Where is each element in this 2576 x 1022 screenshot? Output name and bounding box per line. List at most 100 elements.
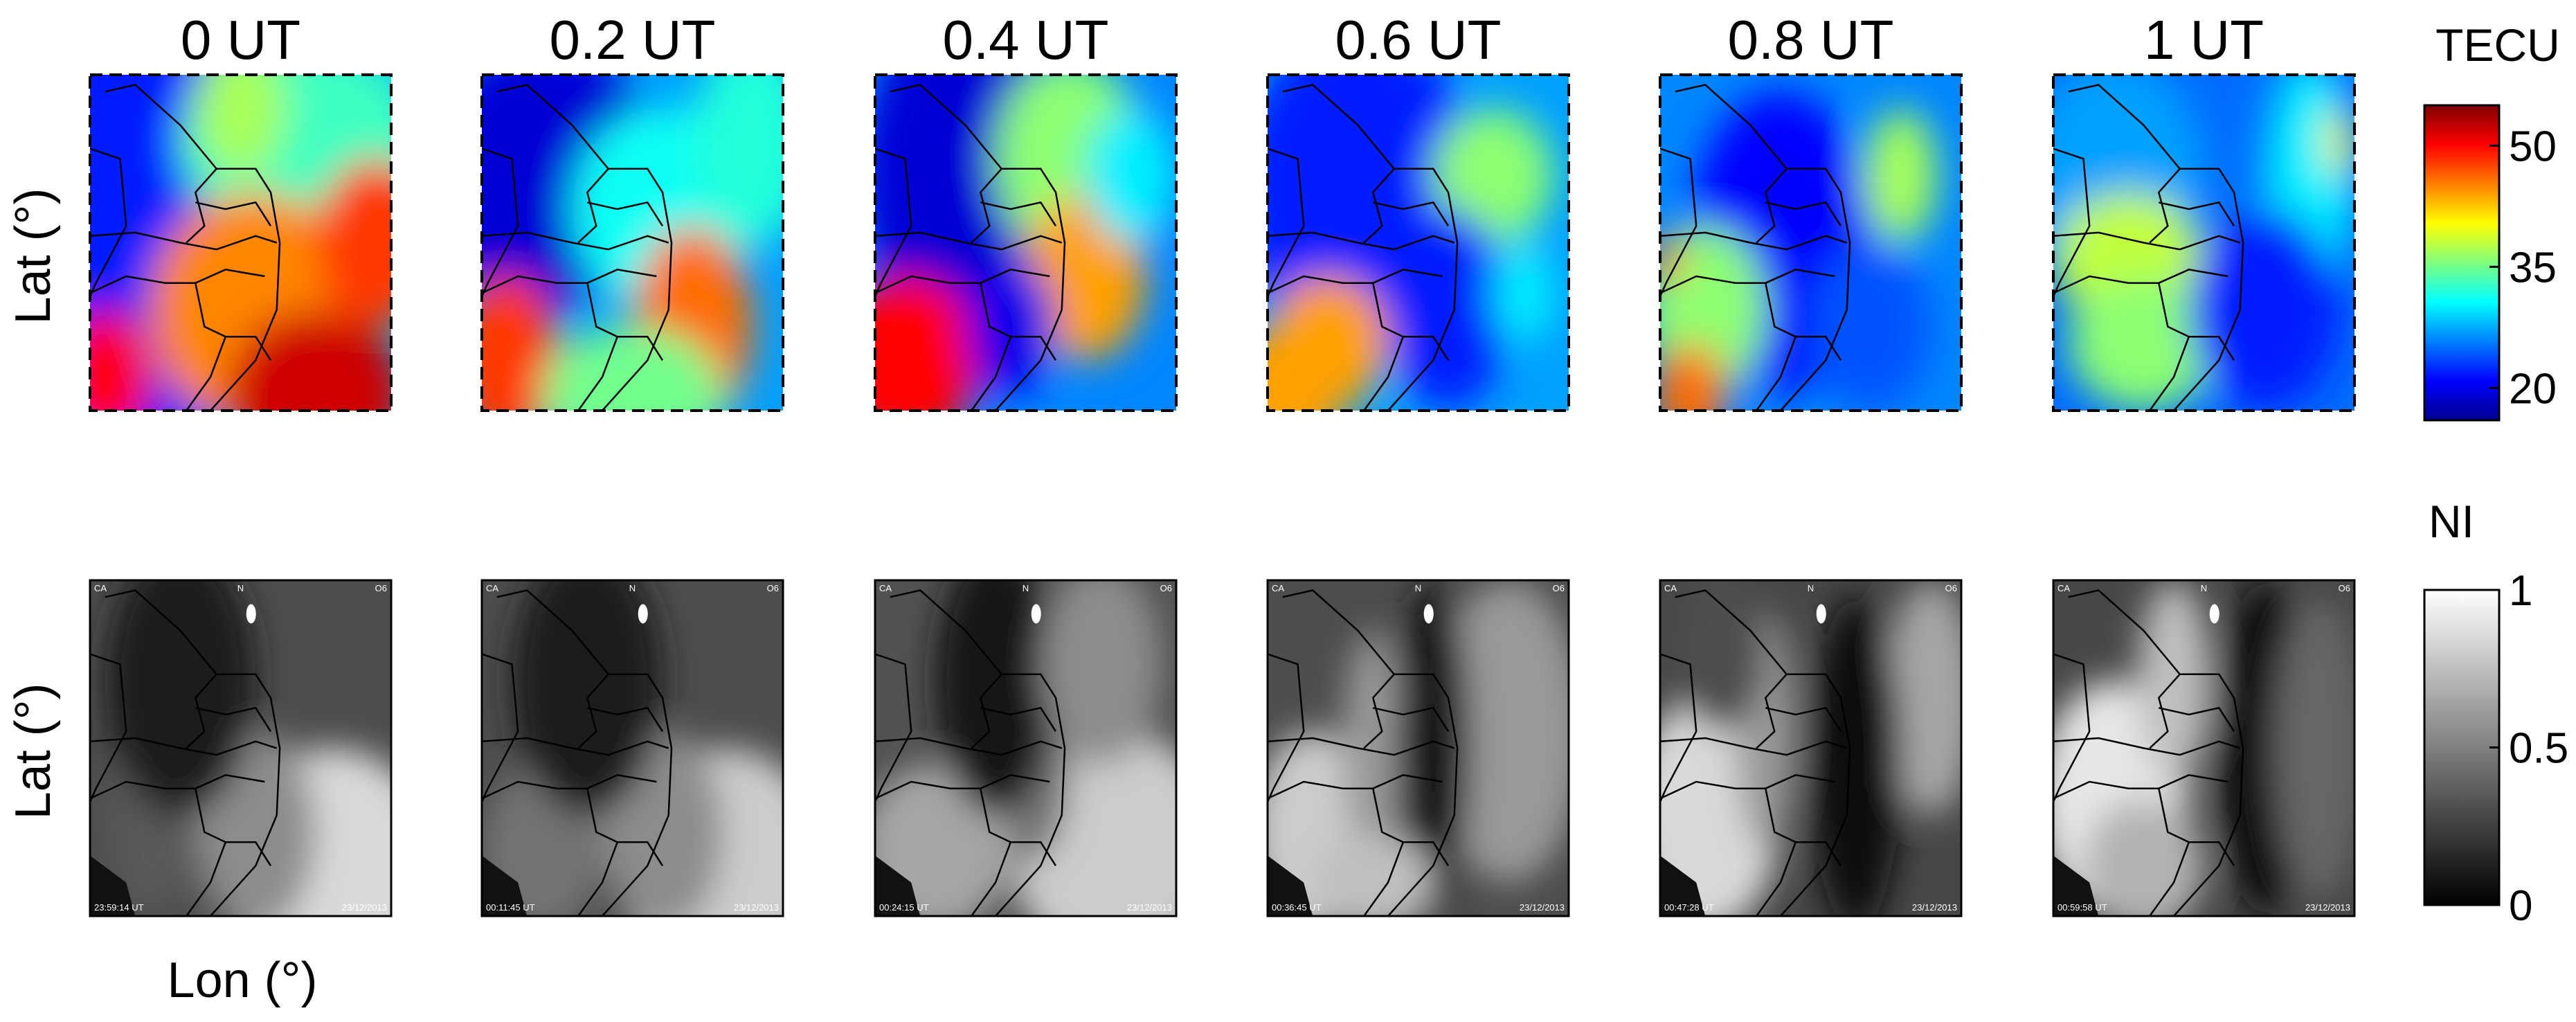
ni-border-5-5 — [2053, 774, 2228, 800]
ni-border-0-5 — [90, 774, 265, 800]
ni-label-o6-5: O6 — [2339, 583, 2350, 593]
ni-timestamp-5: 00:59:58 UT — [2057, 902, 2107, 913]
tec-border-1-7 — [617, 336, 664, 361]
ni-blob-5-4 — [2083, 798, 2204, 916]
ni-border-3-4 — [1268, 737, 1455, 756]
ni-label-o6-0: O6 — [375, 583, 387, 593]
tec-border-5-2 — [2149, 168, 2181, 244]
panel-titles: 0 UT 0.2 UT 0.4 UT 0.6 UT 0.8 UT 1 UT — [181, 9, 2264, 71]
tec-panel-frame-5 — [2052, 73, 2356, 412]
tec-border-1-3 — [587, 201, 664, 226]
ni-border-0-0 — [105, 589, 281, 916]
ni-blob-3-1 — [1342, 630, 1403, 866]
tec-border-1-0 — [496, 84, 673, 411]
panel-title-4: 0.8 UT — [1727, 9, 1893, 71]
ni-timestamp-3: 00:36:45 UT — [1272, 902, 1322, 913]
tec-panel-4 — [1660, 75, 1961, 411]
tec-border-2-5 — [875, 269, 1050, 294]
ni-border-3-1 — [1268, 653, 1305, 803]
tec-blob-4-1 — [1864, 108, 1938, 243]
ni-border-2-2 — [971, 673, 1002, 749]
tec-border-2-7 — [1010, 336, 1057, 361]
ni-star-5 — [2209, 604, 2219, 624]
tec-border-0-0 — [105, 84, 281, 411]
tec-border-4-1 — [1660, 147, 1697, 297]
ni-label-ca-2: CA — [879, 583, 892, 593]
ni-corner-shadow-5 — [2053, 855, 2099, 916]
tec-blob-1-4 — [542, 326, 723, 411]
ni-label-o6-3: O6 — [1553, 583, 1565, 593]
ni-border-1-0 — [496, 589, 673, 916]
ni-border-0-4 — [90, 737, 278, 756]
ni-date-4: 23/12/2013 — [1912, 902, 1957, 913]
tec-blob-3-1 — [1433, 108, 1554, 243]
tec-border-5-7 — [2188, 336, 2235, 361]
panel-title-3: 0.6 UT — [1335, 9, 1501, 71]
ni-panel-4: CA N O6 00:47:28 UT 23/12/2013 — [1660, 580, 1961, 916]
tec-panels — [89, 73, 2356, 412]
panel-title-2: 0.4 UT — [942, 9, 1108, 71]
ni-border-1-7 — [617, 841, 664, 866]
ni-border-0-7 — [225, 841, 272, 866]
tec-border-4-4 — [1660, 231, 1848, 251]
ni-border-3-5 — [1268, 774, 1443, 800]
tec-blob-3-3 — [1388, 209, 1508, 411]
ni-star-3 — [1423, 604, 1434, 624]
ni-label-ca-5: CA — [2057, 583, 2070, 593]
ni-panel-frame-1 — [480, 579, 784, 917]
ni-border-4-3 — [1765, 706, 1842, 732]
tec-blob-2-5 — [1086, 108, 1176, 243]
tec-border-2-3 — [980, 201, 1057, 226]
ni-panel-2: CA N O6 00:24:15 UT 23/12/2013 — [875, 580, 1176, 916]
ni-border-4-1 — [1660, 653, 1697, 803]
tec-panel-frame-0 — [89, 73, 393, 412]
tec-border-2-1 — [875, 147, 912, 297]
ni-corner-shadow-0 — [90, 855, 136, 916]
ni-label-o6-2: O6 — [1160, 583, 1172, 593]
tec-blob-4-4 — [1810, 242, 1931, 411]
ni-border-4-0 — [1675, 589, 1851, 916]
ni-label-o6-1: O6 — [767, 583, 779, 593]
ni-border-2-0 — [890, 589, 1066, 916]
ni-timestamp-1: 00:11:45 UT — [486, 902, 535, 913]
ni-border-3-7 — [1403, 841, 1450, 866]
ni-border-2-1 — [875, 653, 912, 803]
tec-tick-label-0: 20 — [2509, 365, 2557, 413]
ni-star-0 — [246, 604, 256, 624]
panel-title-0: 0 UT — [181, 9, 300, 71]
tec-blob-5-4 — [2188, 209, 2340, 411]
tec-blob-0-6 — [195, 75, 286, 176]
ni-border-2-4 — [875, 737, 1063, 756]
ni-label-n-4: N — [1808, 583, 1814, 593]
tec-border-4-7 — [1795, 336, 1842, 361]
ni-label-ca-0: CA — [94, 583, 107, 593]
tec-panel-1 — [482, 75, 783, 411]
tec-blob-5-2 — [2068, 276, 2219, 411]
ni-blob-2-3 — [935, 580, 1056, 816]
ni-date-0: 23/12/2013 — [342, 902, 387, 913]
panel-title-5: 1 UT — [2144, 9, 2264, 71]
ni-panel-frame-0 — [89, 579, 393, 917]
ni-border-2-3 — [980, 706, 1057, 732]
tec-border-0-4 — [90, 231, 278, 251]
ni-colorbar-ticks: 00.51 — [2489, 567, 2568, 930]
tec-colorbar — [2423, 104, 2501, 422]
tec-blob-1-5 — [692, 75, 783, 243]
ni-label-n-1: N — [629, 583, 636, 593]
ni-label-n-5: N — [2201, 583, 2207, 593]
tec-border-0-2 — [186, 168, 217, 244]
ni-panel-0: CA N O6 23:59:14 UT 23/12/2013 — [90, 580, 391, 916]
tec-blob-2-3 — [875, 276, 981, 411]
ni-border-5-0 — [2068, 589, 2244, 916]
tec-blob-5-5 — [2324, 108, 2354, 176]
tec-blob-1-3 — [482, 276, 561, 411]
ni-corner-shadow-2 — [875, 855, 921, 916]
tec-blob-2-4 — [965, 259, 1056, 394]
ni-border-3-2 — [1363, 673, 1395, 749]
tec-border-3-5 — [1268, 269, 1443, 294]
ni-border-1-2 — [577, 673, 609, 749]
tec-border-5-0 — [2068, 84, 2244, 411]
ni-blob-0-3 — [105, 580, 256, 816]
ni-date-3: 23/12/2013 — [1520, 902, 1565, 913]
tec-panel-3 — [1268, 75, 1569, 411]
